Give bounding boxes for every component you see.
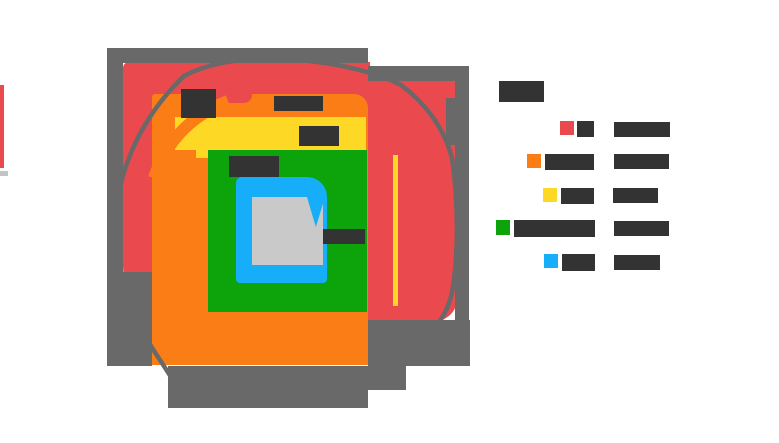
red-tongue-over-orange — [214, 94, 252, 103]
legend-value-redacted-blue — [614, 255, 660, 270]
legend-name-redacted-yellow — [561, 188, 594, 204]
frame-left-column-wide — [107, 272, 152, 366]
redacted-label-green-layer — [229, 156, 279, 177]
legend-name-redacted-orange — [545, 154, 594, 170]
yellow-connector-line — [393, 155, 398, 306]
frame-bottom-bar — [168, 366, 368, 408]
frame-right-column — [455, 81, 469, 322]
frame-top-bar-left — [107, 48, 368, 63]
frame-top-bar-right — [368, 66, 469, 81]
redacted-label-core — [323, 229, 365, 244]
legend-name-redacted-blue — [562, 254, 595, 271]
red-layer-right-strip — [370, 80, 457, 321]
redacted-label-orange-top — [274, 96, 323, 111]
frame-bottom-stub — [368, 366, 406, 390]
legend-name-redacted-green — [514, 220, 595, 237]
legend-swatch-red — [560, 121, 574, 135]
legend-swatch-green — [496, 220, 510, 235]
legend-swatch-yellow — [543, 188, 557, 202]
frame-right-arc-wedge — [446, 98, 457, 145]
left-edge-gray-tick — [0, 171, 8, 176]
frame-right-bottom-fill — [368, 320, 470, 366]
legend-swatch-orange — [527, 154, 541, 168]
legend-swatch-blue — [544, 254, 558, 268]
frame-left-column — [107, 48, 123, 274]
redacted-label-orange-top-left — [181, 89, 216, 118]
legend-value-redacted-orange — [614, 154, 669, 169]
legend-value-redacted-green — [614, 221, 669, 236]
legend-value-redacted-red — [614, 122, 670, 137]
left-edge-red-strip — [0, 85, 4, 168]
legend-value-redacted-yellow — [613, 188, 658, 203]
legend-title-redacted — [499, 81, 544, 102]
legend-name-redacted-red — [577, 121, 594, 137]
redacted-label-yellow-band — [299, 126, 339, 146]
